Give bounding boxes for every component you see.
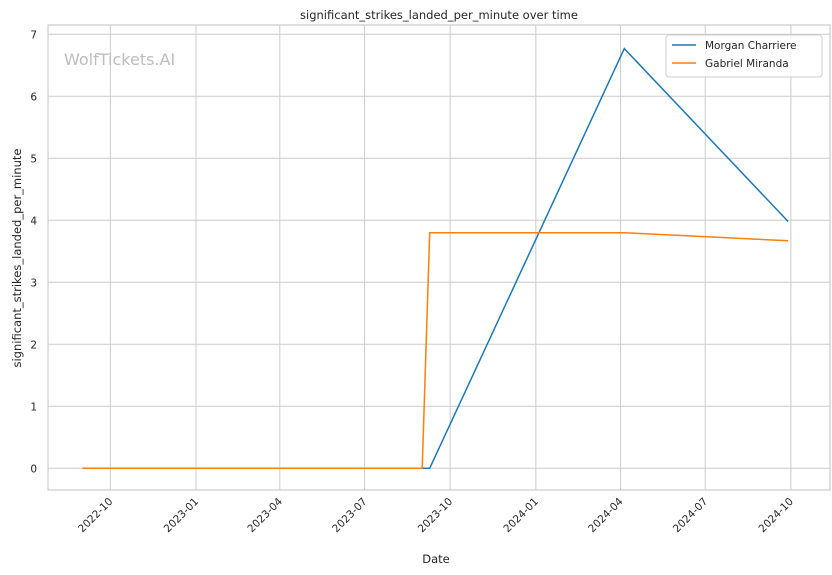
y-tick-label: 6: [30, 91, 37, 103]
x-tick-label: 2024-10: [757, 496, 797, 536]
y-tick-label: 0: [30, 463, 37, 475]
x-tick-label: 2022-10: [76, 496, 116, 536]
x-tick-label: 2023-10: [416, 496, 456, 536]
y-tick-label: 2: [30, 339, 37, 351]
y-tick-label: 7: [30, 29, 37, 41]
legend-label-gabriel-miranda: Gabriel Miranda: [705, 58, 789, 70]
grid: [48, 25, 830, 490]
y-tick-label: 1: [30, 401, 37, 413]
watermark: WolfTickets.AI: [64, 50, 175, 69]
x-tick-label: 2023-07: [330, 496, 370, 536]
x-tick-label: 2023-01: [162, 496, 202, 536]
series-line-gabriel-miranda: [82, 231, 789, 470]
x-tick-label: 2024-01: [501, 496, 541, 536]
plot-frame: [47, 24, 831, 491]
x-tick-label: 2023-04: [245, 495, 285, 535]
series-lines: [82, 47, 789, 470]
y-axis-label: significant_strikes_landed_per_minute: [10, 149, 24, 368]
chart-title: significant_strikes_landed_per_minute ov…: [300, 8, 578, 22]
x-tick-label: 2024-07: [671, 496, 711, 536]
y-tick-label: 3: [30, 277, 37, 289]
legend-label-morgan-charriere: Morgan Charriere: [705, 40, 797, 52]
y-tick-label: 4: [30, 215, 37, 227]
series-line-morgan-charriere: [422, 47, 789, 470]
y-tick-label: 5: [30, 153, 37, 165]
legend-box: [665, 34, 823, 78]
legend: Morgan Charriere Gabriel Miranda: [665, 34, 823, 78]
x-axis-label: Date: [422, 552, 450, 566]
x-tick-label: 2024-04: [586, 495, 626, 535]
